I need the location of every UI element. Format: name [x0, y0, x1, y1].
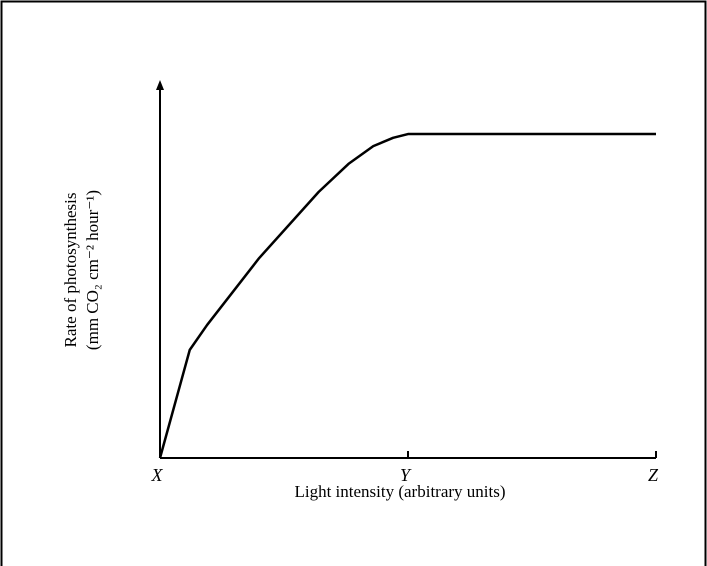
curve: [158, 132, 656, 459]
x-axis-label: Light intensity (arbitrary units): [294, 482, 505, 501]
y-axis-label: (mm CO₂ cm⁻² hour⁻¹): [83, 190, 102, 350]
x-tick-label: X: [151, 465, 164, 485]
y-axis-label: Rate of photosynthesis: [61, 193, 80, 348]
x-tick-label: Z: [648, 465, 659, 485]
x-tick-label: Y: [400, 465, 412, 485]
y-axis-arrow: [156, 80, 164, 90]
